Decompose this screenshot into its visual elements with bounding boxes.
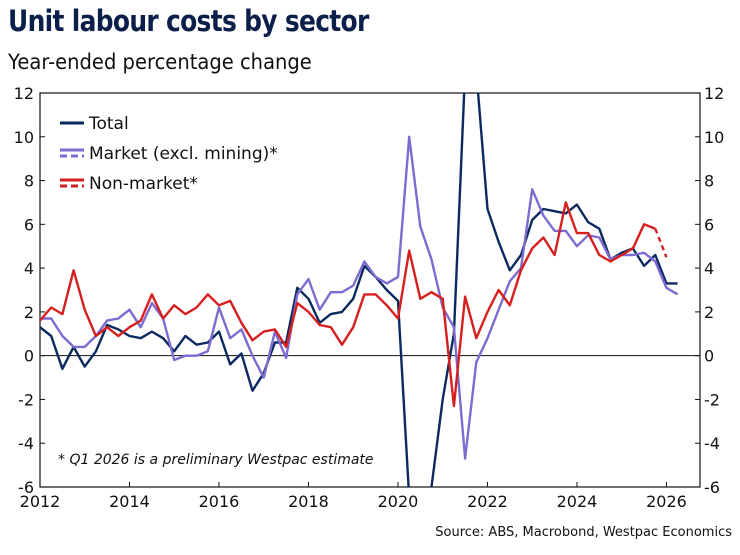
series-line-1	[40, 93, 678, 487]
y-tick-label-left: 12	[14, 84, 34, 103]
x-tick-label: 2014	[109, 492, 150, 511]
legend-label: Total	[88, 114, 129, 134]
x-tick-label: 2018	[288, 492, 329, 511]
y-tick-label-right: -2	[704, 390, 720, 409]
legend: Total Market (excl. mining)* Non-market*	[60, 114, 278, 194]
x-tick-label: 2026	[646, 492, 687, 511]
y-tick-label-left: -2	[18, 390, 34, 409]
y-tick-label-left: -4	[18, 434, 34, 453]
x-tick-label: 2012	[20, 492, 61, 511]
legend-label: Market (excl. mining)*	[89, 144, 278, 164]
chart-subtitle: Year-ended percentage change	[8, 50, 312, 74]
series-line-3	[40, 201, 656, 408]
y-tick-label-right: 6	[704, 215, 714, 234]
y-tick-label-left: 8	[24, 172, 34, 191]
chart-title: Unit labour costs by sector	[8, 4, 369, 38]
y-tick-label-right: 2	[704, 303, 714, 322]
estimate-note: * Q1 2026 is a preliminary Westpac estim…	[58, 452, 374, 468]
y-tick-label-right: 10	[704, 128, 724, 147]
x-tick-label: 2024	[557, 492, 598, 511]
x-tick-label: 2016	[199, 492, 240, 511]
series-group	[40, 93, 679, 487]
y-tick-label-left: 6	[24, 215, 34, 234]
legend-label: Non-market*	[89, 174, 198, 194]
y-tick-label-left: 2	[24, 303, 34, 322]
series-line-3-estimate	[654, 228, 668, 258]
y-tick-label-left: 4	[24, 259, 34, 278]
y-tick-label-right: -4	[704, 434, 720, 453]
series-line-2	[40, 135, 679, 460]
x-tick-label: 2020	[378, 492, 419, 511]
x-tick-label: 2022	[467, 492, 508, 511]
y-tick-label-right: 12	[704, 84, 724, 103]
y-tick-label-right: -6	[704, 478, 720, 497]
y-tick-label-right: 8	[704, 172, 714, 191]
plot-frame	[39, 92, 701, 488]
y-tick-label-left: 0	[24, 347, 34, 366]
source-note: Source: ABS, Macrobond, Westpac Economic…	[435, 525, 732, 540]
y-tick-label-left: 10	[14, 128, 34, 147]
y-tick-label-left: -6	[18, 478, 34, 497]
y-tick-label-right: 0	[704, 347, 714, 366]
y-tick-label-right: 4	[704, 259, 714, 278]
